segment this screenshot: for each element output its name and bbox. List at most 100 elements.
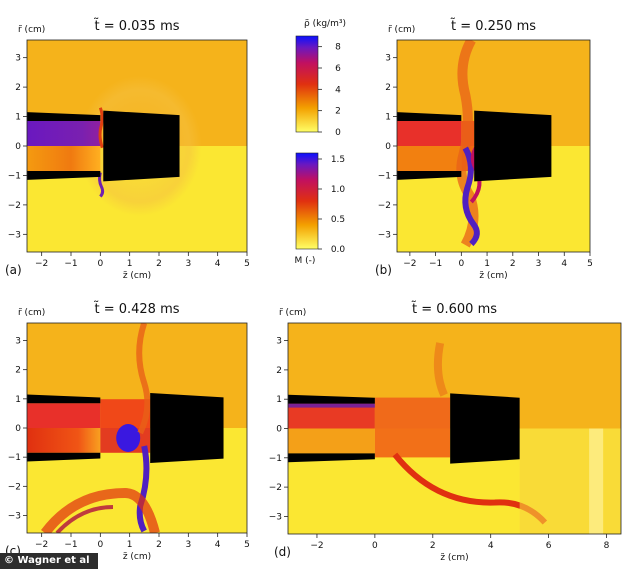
x-tick-label: 1 (484, 259, 490, 269)
nozzle-wall-lower (27, 171, 101, 180)
obstacle (474, 110, 552, 182)
vortex-plume (456, 40, 479, 248)
lower-vortex-core (55, 505, 114, 533)
y-tick-label: 3 (15, 337, 21, 347)
colorbar-label: M (-) (295, 256, 316, 266)
x-tick-label: 3 (536, 259, 542, 269)
density-stem (98, 107, 104, 149)
y-tick-label: −3 (8, 230, 21, 240)
y-tick-label: −2 (378, 201, 391, 211)
y-tick-label: −2 (8, 482, 21, 492)
x-tick-label: 2 (156, 259, 162, 269)
x-tick-label: −2 (35, 540, 48, 550)
x-tick-label: −1 (64, 259, 77, 269)
colorbar-tick-label: 2 (335, 107, 341, 117)
y-tick-label: −1 (378, 171, 391, 181)
nozzle-wall-lower (397, 171, 462, 180)
panel-title: t̃ = 0.428 ms (94, 302, 180, 317)
panel-label: (b) (375, 263, 392, 277)
wake-mach (519, 428, 621, 534)
chart-panel: −2 −1 0 1 2 3 4 5 −3 −2 −1 0 1 2 3 t̃ = 0.428 ms z̃ (cm)… (5, 302, 250, 562)
jet-core-density (288, 403, 375, 429)
y-tick-label: −1 (269, 454, 282, 464)
panel-label: (a) (5, 263, 22, 277)
jet-core-mach (397, 146, 462, 172)
x-tick-label: −2 (35, 259, 48, 269)
chart-panel: −2 −1 0 1 2 3 4 5 −3 −2 −1 0 1 2 3 t̃ = 0.035 ms z̃ (cm)… (5, 19, 250, 281)
shear-plume (136, 323, 151, 435)
x-tick-label: 2 (510, 259, 516, 269)
colorbar-gradient (295, 35, 319, 133)
y-tick-label: 1 (15, 113, 21, 123)
x-tick-label: 4 (215, 259, 221, 269)
y-tick-label: 3 (15, 54, 21, 64)
x-tick-label: −1 (64, 540, 77, 550)
jet-edge (288, 403, 375, 408)
y-axis-label: r̃ (cm) (18, 308, 45, 318)
x-tick-label: −1 (429, 259, 442, 269)
y-tick-label: 2 (15, 366, 21, 376)
x-tick-label: 4 (215, 540, 221, 550)
obstacle (103, 110, 180, 182)
x-axis-label: z̃ (cm) (123, 552, 151, 562)
x-axis-label: z̃ (cm) (440, 553, 468, 563)
x-tick-label: −2 (403, 259, 416, 269)
mach-stem (98, 172, 105, 198)
nozzle-wall-upper (397, 112, 462, 121)
x-tick-label: 4 (488, 541, 494, 551)
x-tick-label: 5 (244, 540, 250, 550)
x-tick-label: 4 (561, 259, 567, 269)
colorbar-tick-label: 6 (335, 64, 341, 74)
wake-band (589, 428, 604, 534)
x-tick-label: 0 (97, 259, 103, 269)
x-tick-label: 2 (156, 540, 162, 550)
nozzle-wall-lower (27, 452, 101, 462)
jet-core-mach (288, 428, 375, 454)
y-tick-label: 0 (15, 142, 21, 152)
panel-title: t̃ = 0.600 ms (411, 302, 497, 317)
y-tick-label: 1 (276, 395, 282, 405)
y-tick-label: −2 (8, 201, 21, 211)
y-tick-label: −3 (378, 230, 391, 240)
obstacle (450, 393, 520, 464)
x-tick-label: 3 (185, 259, 191, 269)
panel-title: t̃ = 0.250 ms (450, 19, 536, 34)
y-tick-label: 1 (15, 395, 21, 405)
jet-core-density (397, 120, 462, 146)
x-tick-label: 3 (185, 540, 191, 550)
colorbar-tick-label: 4 (335, 85, 341, 95)
y-tick-label: −3 (8, 512, 21, 522)
y-tick-label: 3 (276, 337, 282, 347)
x-tick-label: 0 (372, 541, 378, 551)
y-tick-label: 1 (385, 113, 391, 123)
jet-core-mach (27, 146, 101, 172)
y-tick-label: 3 (385, 54, 391, 64)
y-tick-label: 0 (15, 424, 21, 434)
y-tick-label: −3 (269, 512, 282, 522)
x-axis-label: z̃ (cm) (123, 271, 151, 281)
chart-panel: −2 −1 0 1 2 3 4 5 −3 −2 −1 0 1 2 3 t̃ = 0.250 ms z̃ (cm)… (375, 19, 593, 281)
colorbar-tick-label: 0.0 (331, 245, 346, 255)
x-tick-label: 5 (244, 259, 250, 269)
upper-plume (433, 342, 448, 397)
y-tick-label: 2 (276, 366, 282, 376)
chart-panel: −2 0 2 4 6 8 −3 −2 −1 0 1 2 3 t̃ = 0.600 ms z̃ (cm) r̃ … (269, 302, 622, 563)
y-tick-label: −2 (269, 483, 282, 493)
y-tick-label: 2 (15, 83, 21, 93)
x-tick-label: 5 (587, 259, 593, 269)
gap-density (374, 397, 451, 429)
mach-disk (116, 424, 141, 452)
colorbar-tick-label: 1.0 (331, 185, 346, 195)
colorbar-tick-label: 1.5 (331, 155, 345, 165)
nozzle-wall-upper (288, 394, 375, 404)
credit-label: © Wagner et al (0, 553, 98, 569)
jet-core-density (27, 403, 101, 428)
colorbar: 0 2 4 6 8 ρ̃ (kg/m³) (295, 19, 346, 138)
jet-core-mach (27, 428, 101, 453)
y-tick-label: −1 (8, 171, 21, 181)
y-axis-label: r̃ (cm) (388, 25, 415, 35)
gap-mach (374, 428, 451, 458)
lower-vortex (41, 487, 160, 533)
nozzle-wall-lower (288, 453, 375, 463)
